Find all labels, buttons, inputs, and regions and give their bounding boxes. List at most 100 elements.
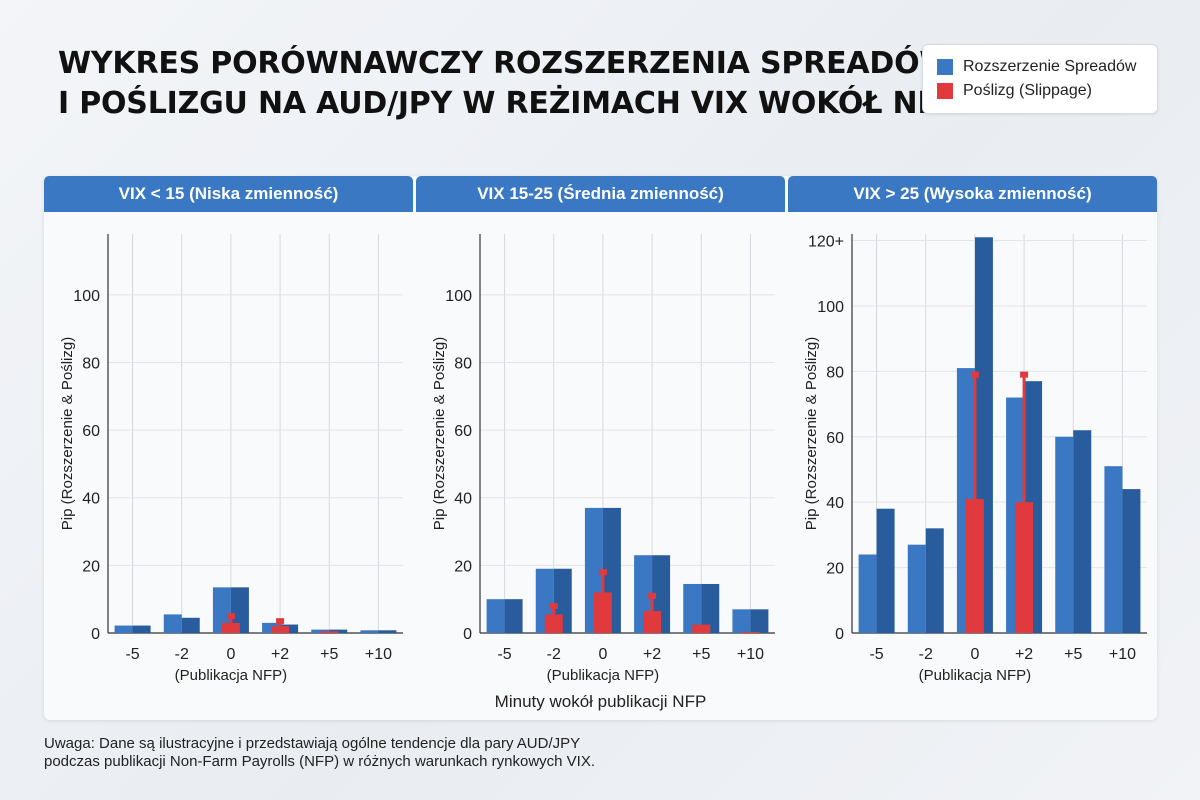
- chart-area: VIX < 15 (Niska zmienność) 0 20 40 60 80 100 P…: [44, 176, 1157, 720]
- footnote-line-2: podczas publikacji Non-Farm Payrolls (NF…: [44, 753, 596, 770]
- x-axis-sublabel: (Publikacja NFP): [547, 667, 660, 684]
- bar-slippage-+2: [1015, 502, 1034, 633]
- bar-spread--5-b: [504, 599, 523, 633]
- x-tick-label: 0: [226, 646, 235, 663]
- bar-slippage-0: [593, 592, 612, 633]
- bar-spread-+10: [360, 630, 379, 633]
- chart-title: WYKRES PORÓWNAWCZY ROZSZERZENIA SPREADÓW…: [58, 44, 960, 124]
- bar-spread--2-b: [925, 528, 944, 633]
- legend-label-spread: Rozszerzenie Spreadów: [963, 58, 1137, 75]
- y-tick-label: 40: [826, 495, 844, 512]
- bar-slippage-+5: [320, 631, 339, 633]
- bar-spread-+10-b: [378, 630, 397, 633]
- legend-item-slippage: Poślizg (Slippage): [937, 80, 1092, 102]
- chart-panel-low-vix: VIX < 15 (Niska zmienność) 0 20 40 60 80 100 P…: [44, 176, 413, 686]
- bar-spread-0-b: [230, 587, 249, 633]
- x-tick-label: +5: [692, 646, 710, 663]
- x-tick-label: +10: [1109, 646, 1136, 663]
- bar-spread--5: [858, 554, 877, 633]
- error-cap-+2: [276, 618, 285, 625]
- y-tick-label: 100: [73, 288, 100, 305]
- panel-header-high-vix: VIX > 25 (Wysoka zmienność): [788, 176, 1157, 212]
- error-cap-+2: [648, 592, 657, 599]
- bar-spread-+10: [1104, 466, 1123, 633]
- x-tick-label: +2: [1015, 646, 1033, 663]
- legend-item-spread: Rozszerzenie Spreadów: [937, 56, 1136, 78]
- plot-low-vix: 0 20 40 60 80 100 Pip (Rozszerzenie & Poślizg)…: [59, 234, 403, 684]
- y-tick-label: 0: [835, 626, 844, 643]
- bar-slippage-0: [965, 498, 984, 633]
- legend: Rozszerzenie Spreadów Poślizg (Slippage): [922, 44, 1158, 114]
- y-axis-label: Pip (Rozszerzenie & Poślizg): [803, 337, 820, 530]
- y-tick-label: 80: [826, 364, 844, 381]
- y-tick-label: 60: [82, 423, 100, 440]
- bar-slippage-+2: [643, 611, 662, 633]
- plot-high-vix: 0 20 40 60 80 100 120+ Pip (Rozszerzenie & Pośl…: [803, 234, 1147, 684]
- x-tick-label: +10: [365, 646, 392, 663]
- bar-spread-0: [212, 587, 231, 633]
- y-tick-label: 80: [454, 355, 472, 372]
- bar-spread-+10-b: [1122, 489, 1141, 633]
- chart-panel-mid-vix: VIX 15-25 (Średnia zmienność) 0 20 40 60 80 1…: [416, 176, 785, 686]
- shared-x-axis-label: Minuty wokół publikacji NFP: [494, 692, 707, 711]
- x-tick-label: -2: [547, 646, 561, 663]
- x-tick-label: +2: [643, 646, 661, 663]
- bar-spread-+10: [732, 609, 751, 633]
- error-cap-0: [598, 569, 607, 576]
- panel-header-low-vix: VIX < 15 (Niska zmienność): [44, 176, 413, 212]
- bar-spread--5-b: [876, 508, 895, 633]
- y-tick-label: 20: [826, 561, 844, 578]
- x-tick-label: 0: [970, 646, 979, 663]
- x-tick-label: +5: [1064, 646, 1082, 663]
- bar-spread-+10-b: [750, 609, 769, 633]
- chart-title-line-2: I POŚLIZGU NA AUD/JPY W REŻIMACH VIX WOK…: [58, 86, 960, 121]
- x-tick-label: -2: [919, 646, 933, 663]
- bar-spread-+5-b: [701, 583, 720, 633]
- y-tick-label: 40: [454, 491, 472, 508]
- y-axis-label: Pip (Rozszerzenie & Poślizg): [431, 337, 448, 530]
- bar-slippage-+5: [692, 624, 711, 633]
- panel-header-mid-vix: VIX 15-25 (Średnia zmienność): [416, 176, 785, 212]
- plot-mid-vix: 0 20 40 60 80 100 Pip (Rozszerzenie & Poślizg)…: [431, 234, 775, 684]
- x-axis-sublabel: (Publikacja NFP): [919, 667, 1032, 684]
- x-tick-label: -5: [497, 646, 511, 663]
- bar-spread--5-b: [132, 625, 151, 633]
- footnote-line-1: Uwaga: Dane są ilustracyjne i przedstawi…: [44, 735, 581, 752]
- error-cap--2: [549, 602, 558, 609]
- y-tick-label: 60: [454, 423, 472, 440]
- x-tick-label: +5: [320, 646, 338, 663]
- error-cap-+2: [1020, 371, 1029, 378]
- bar-slippage-0: [221, 622, 240, 633]
- y-tick-label: 20: [454, 558, 472, 575]
- error-cap-0: [226, 613, 235, 620]
- footnote: Uwaga: Dane są ilustracyjne i przedstawi…: [44, 735, 744, 771]
- bar-spread-+5: [1055, 436, 1074, 633]
- x-tick-label: +2: [271, 646, 289, 663]
- bar-slippage-+10: [741, 631, 760, 633]
- y-tick-label: 0: [91, 626, 100, 643]
- bar-spread-+5-b: [1073, 430, 1092, 633]
- y-tick-label: 100: [817, 299, 844, 316]
- error-cap-0: [970, 371, 979, 378]
- x-axis-sublabel: (Publikacja NFP): [175, 667, 288, 684]
- x-tick-label: +10: [737, 646, 764, 663]
- y-axis-label: Pip (Rozszerzenie & Poślizg): [59, 337, 76, 530]
- y-tick-label: 120+: [808, 234, 844, 251]
- y-tick-label: 20: [82, 558, 100, 575]
- bar-slippage-+2: [271, 626, 290, 633]
- chart-panel-high-vix: VIX > 25 (Wysoka zmienność) 0 20 40 60 80 100…: [788, 176, 1157, 686]
- y-tick-label: 80: [82, 355, 100, 372]
- legend-swatch-spread: [937, 59, 953, 75]
- bar-spread-+2: [262, 622, 281, 633]
- x-tick-label: -2: [175, 646, 189, 663]
- legend-swatch-slippage: [937, 83, 953, 99]
- x-tick-label: -5: [869, 646, 883, 663]
- bar-spread--2: [163, 614, 182, 633]
- y-tick-label: 100: [445, 288, 472, 305]
- y-tick-label: 40: [82, 491, 100, 508]
- bar-spread--2: [907, 544, 926, 633]
- x-tick-label: 0: [598, 646, 607, 663]
- y-tick-label: 0: [463, 626, 472, 643]
- bar-spread--5: [486, 599, 505, 633]
- bar-spread--2-b: [181, 617, 200, 633]
